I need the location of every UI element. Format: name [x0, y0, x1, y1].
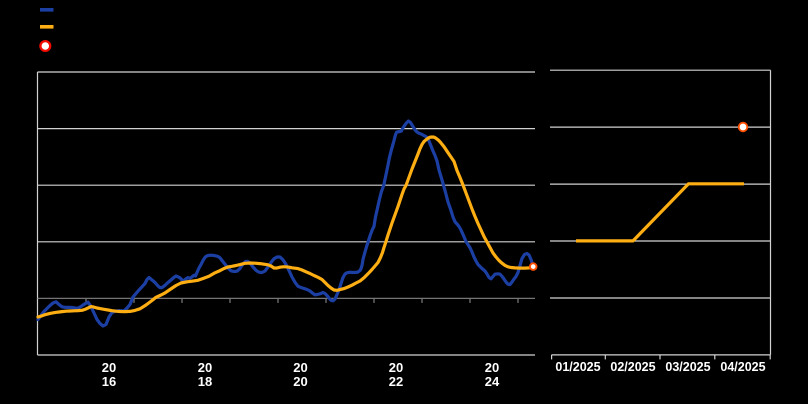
svg-text:04/2025: 04/2025	[720, 360, 765, 374]
svg-text:03/2025: 03/2025	[665, 360, 710, 374]
svg-text:02/2025: 02/2025	[610, 360, 655, 374]
svg-text:01/2025: 01/2025	[555, 360, 600, 374]
